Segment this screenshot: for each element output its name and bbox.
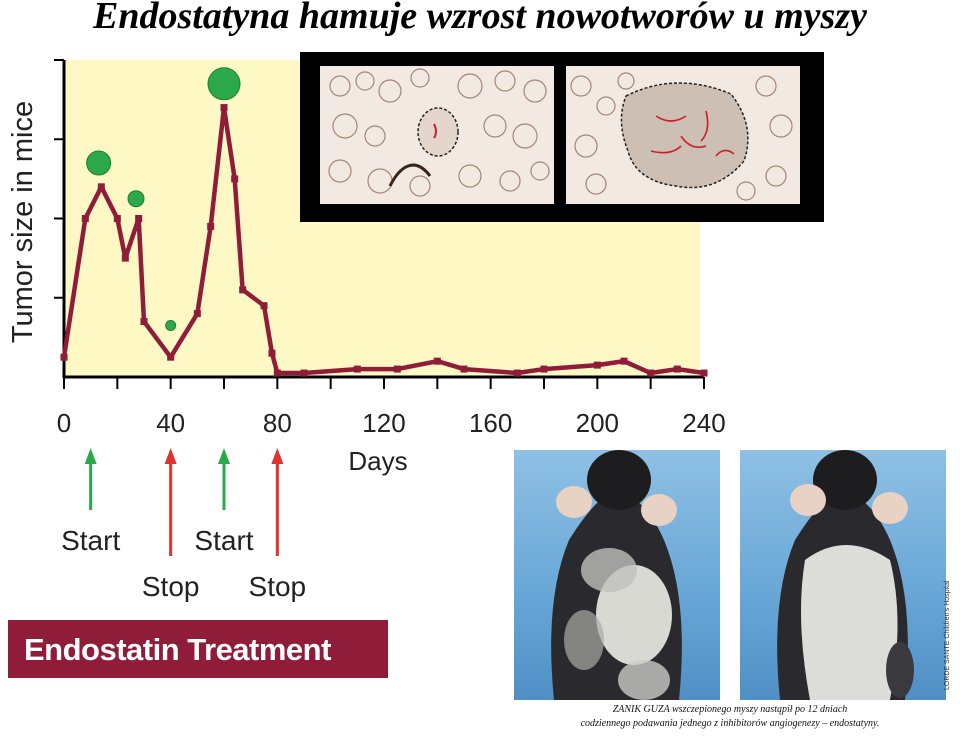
data-point: [239, 286, 247, 294]
tumor-size-line: [61, 105, 705, 376]
x-tick-label: 200: [576, 408, 619, 438]
data-point: [647, 369, 655, 377]
data-point: [268, 349, 276, 357]
microscopy-inset: [300, 52, 824, 222]
start-arrow-head: [84, 448, 97, 464]
highlight-marker: [207, 67, 241, 101]
highlight-marker: [86, 150, 112, 176]
stop-arrow-head: [271, 448, 284, 464]
data-point: [140, 318, 148, 326]
caption-line-1: ZANIK GUZA wszczepionego myszy nastąpił …: [612, 704, 848, 715]
data-point: [673, 365, 681, 373]
micro-image-large-tumor: [566, 66, 800, 204]
x-tick-label: 120: [362, 408, 405, 438]
start-arrow-head: [218, 448, 230, 464]
stop-label: Stop: [249, 571, 307, 602]
mouse-photos: [514, 450, 946, 700]
data-point: [260, 302, 268, 310]
data-point: [460, 365, 468, 373]
data-point: [113, 215, 121, 222]
photo-caption: ZANIK GUZA wszczepionego myszy nastąpił …: [520, 703, 940, 731]
mouse-photo-after: [740, 450, 946, 700]
x-tick-label: 80: [263, 408, 292, 438]
highlight-marker: [165, 319, 177, 331]
data-point: [300, 369, 308, 377]
data-point: [167, 353, 175, 361]
y-axis-label: Tumor size in mice: [7, 101, 39, 343]
start-label: Start: [194, 525, 253, 556]
data-point: [540, 365, 548, 373]
x-tick-label: 240: [682, 408, 725, 438]
data-point: [620, 357, 628, 365]
data-point: [433, 357, 441, 365]
data-point: [121, 254, 129, 262]
x-tick-label: 0: [57, 408, 71, 438]
x-axis-label: Days: [348, 446, 407, 476]
caption-line-2: codziennego podawania jednego z inhibito…: [580, 718, 880, 729]
stop-arrow-head: [164, 448, 177, 464]
data-point: [231, 175, 239, 183]
data-point: [60, 353, 68, 361]
highlight-marker: [127, 190, 145, 208]
micro-image-small-tumor: [320, 66, 554, 204]
page-title: Endostatyna hamuje wzrost nowotworów u m…: [93, 0, 867, 37]
data-point: [207, 222, 215, 230]
data-point: [97, 183, 105, 191]
data-point: [81, 215, 89, 222]
photo-credit: LORDE SANTE Children's Hospital: [944, 580, 951, 690]
data-point: [135, 215, 143, 222]
mouse-photo-before: [514, 450, 720, 700]
stop-label: Stop: [142, 571, 200, 602]
data-point: [700, 369, 708, 377]
x-tick-label: 40: [156, 408, 185, 438]
data-point: [353, 365, 361, 373]
data-point: [513, 369, 521, 377]
data-point: [193, 310, 201, 318]
endostatin-treatment-banner: Endostatin Treatment: [8, 620, 388, 678]
data-point: [593, 361, 601, 369]
x-tick-label: 160: [469, 408, 512, 438]
data-point: [273, 369, 281, 377]
banner-label: Endostatin Treatment: [24, 632, 331, 667]
start-label: Start: [61, 525, 120, 556]
data-point: [220, 104, 228, 112]
data-point: [393, 365, 401, 373]
